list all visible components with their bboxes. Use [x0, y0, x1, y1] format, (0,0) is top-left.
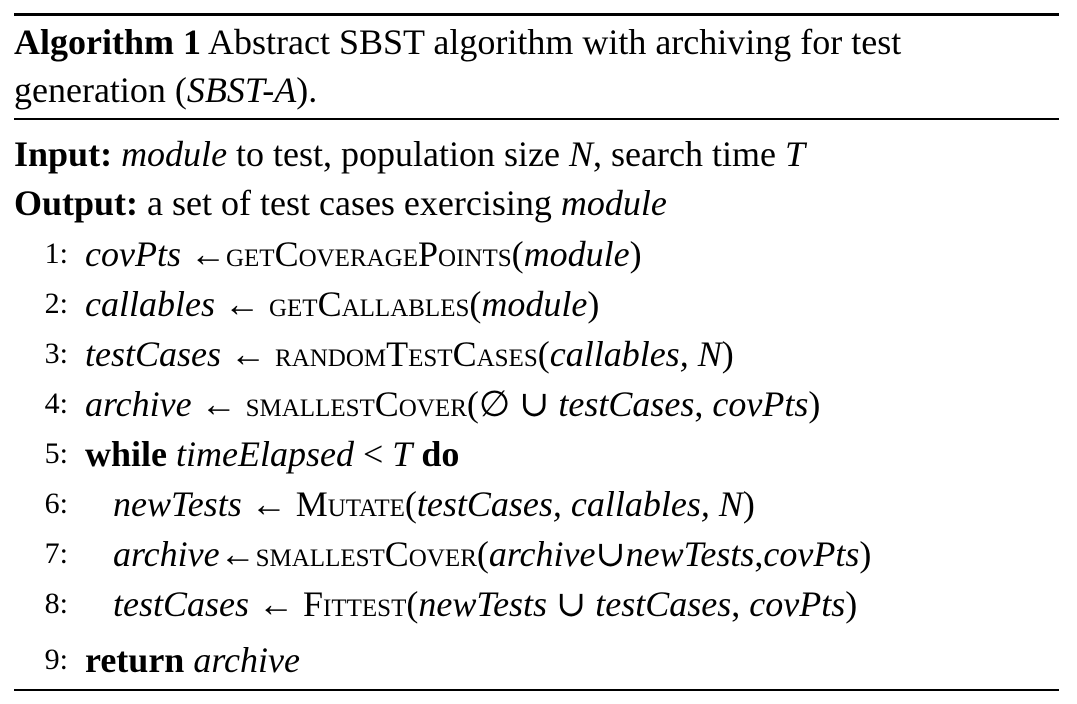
assign-arrow: ← — [221, 334, 276, 374]
keyword-while: while — [85, 434, 168, 474]
paren-close: ) — [742, 484, 755, 524]
paren-close: ) — [808, 384, 821, 424]
output-text: a set of test cases exercising — [138, 183, 561, 223]
output-keyword: Output: — [14, 183, 139, 223]
arg-covpts: covPts — [712, 384, 809, 424]
paren-close: ) — [845, 584, 858, 624]
var-newtests: newTests — [113, 484, 242, 524]
fn-smallestcover: smallestCover — [245, 384, 467, 424]
arg-list: callables, N — [549, 334, 722, 374]
var-archive: archive — [113, 534, 220, 574]
paren-open: ( — [511, 234, 524, 274]
assign-arrow: ← — [180, 234, 226, 274]
top-rule — [14, 13, 1059, 16]
algorithm-line-4: archive ← smallestCover(∅ ∪ testCases, c… — [85, 382, 820, 426]
keyword-return: return — [85, 640, 185, 680]
paren-open: ( — [404, 484, 417, 524]
output-module: module — [560, 183, 667, 223]
fn-mutate: Mutate — [295, 484, 405, 524]
bottom-rule — [14, 689, 1059, 691]
input-N: N — [569, 134, 594, 174]
assign-arrow: ← — [249, 584, 304, 624]
assign-arrow: ← — [191, 384, 246, 424]
comma: , — [694, 384, 713, 424]
algorithm-line-2: callables ← getCallables(module) — [85, 282, 599, 326]
line-number: 9: — [44, 643, 68, 676]
arg-covpts: covPts — [763, 534, 860, 574]
algorithm-line-5: while timeElapsed < T do — [85, 432, 459, 476]
caption-rule — [14, 118, 1059, 120]
var-T: T — [392, 434, 413, 474]
paren-open: ( — [537, 334, 550, 374]
algorithm-line-8: testCases ← Fittest(newTests ∪ testCases… — [113, 582, 857, 626]
arg-list: testCases, callables, N — [416, 484, 743, 524]
arg-testcases: testCases — [595, 584, 732, 624]
caption-text: Abstract SBST algorithm with archiving f… — [14, 22, 902, 110]
line-number: 1: — [44, 237, 68, 270]
paren-close: ) — [721, 334, 734, 374]
assign-arrow: ← — [214, 284, 269, 324]
union: ∪ — [547, 584, 596, 624]
paren-open-emptyset-union: (∅ ∪ — [466, 384, 559, 424]
arg-archive: archive — [488, 534, 596, 574]
arg-module: module — [481, 284, 588, 324]
var-timeelapsed: timeElapsed — [176, 434, 354, 474]
union: ∪ — [595, 534, 626, 574]
fn-getcallables: getCallables — [268, 284, 470, 324]
algorithm-line-6: newTests ← Mutate(testCases, callables, … — [113, 482, 755, 526]
line-number: 2: — [44, 287, 68, 320]
comma: , — [754, 534, 764, 574]
paren-open: ( — [406, 584, 419, 624]
fn-smallestcover: smallestCover — [255, 534, 477, 574]
input-module: module — [121, 134, 228, 174]
arg-module: module — [523, 234, 630, 274]
var-callables: callables — [85, 284, 215, 324]
algorithm-line-9: return archive — [85, 638, 300, 682]
var-testcases: testCases — [85, 334, 222, 374]
var-covpts: covPts — [85, 234, 181, 274]
algorithm-line-1: covPts ←getCoveragePoints(module) — [85, 232, 642, 276]
assign-arrow: ← — [219, 534, 256, 574]
caption-abbrev: SBST-A — [186, 70, 297, 110]
input-line: Input: module to test, population size N… — [14, 132, 805, 176]
paren-open: ( — [469, 284, 482, 324]
var-archive: archive — [85, 384, 192, 424]
input-keyword: Input: — [14, 134, 113, 174]
fn-getcoveragepoints: getCoveragePoints — [225, 234, 512, 274]
input-text1: to test, population size — [227, 134, 569, 174]
output-line: Output: a set of test cases exercising m… — [14, 181, 667, 225]
input-T: T — [784, 134, 805, 174]
paren-open: ( — [476, 534, 489, 574]
var-testcases: testCases — [113, 584, 250, 624]
paren-close: ) — [859, 534, 872, 574]
assign-arrow: ← — [241, 484, 296, 524]
keyword-do: do — [421, 434, 460, 474]
algorithm-line-3: testCases ← randomTestCases(callables, N… — [85, 332, 734, 376]
line-number: 8: — [44, 587, 68, 620]
paren-close: ) — [587, 284, 600, 324]
algorithm-label: Algorithm 1 — [14, 22, 201, 62]
line-number: 3: — [44, 337, 68, 370]
line-number: 6: — [44, 487, 68, 520]
arg-testcases: testCases — [558, 384, 695, 424]
comma: , — [731, 584, 750, 624]
var-archive: archive — [193, 640, 300, 680]
fn-fittest: Fittest — [303, 584, 407, 624]
fn-randomtestcases: randomTestCases — [275, 334, 538, 374]
line-number: 5: — [44, 437, 68, 470]
arg-covpts: covPts — [749, 584, 846, 624]
caption-end: ). — [296, 70, 318, 110]
arg-newtests: newTests — [625, 534, 755, 574]
algorithm-caption: Algorithm 1 Abstract SBST algorithm with… — [14, 18, 1059, 114]
algorithm-line-7: archive←smallestCover(archive∪newTests,c… — [113, 532, 871, 576]
input-text2: , search time — [593, 134, 785, 174]
arg-newtests: newTests — [418, 584, 548, 624]
less-than: < — [353, 434, 393, 474]
line-number: 7: — [44, 537, 68, 570]
line-number: 4: — [44, 387, 68, 420]
paren-close: ) — [629, 234, 642, 274]
